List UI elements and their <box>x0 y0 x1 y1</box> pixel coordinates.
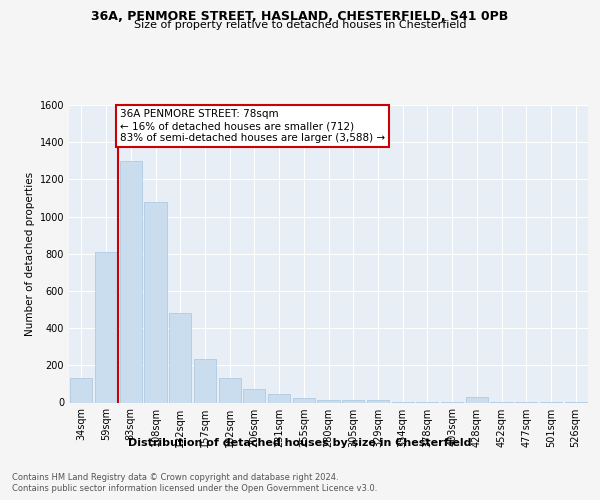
Y-axis label: Number of detached properties: Number of detached properties <box>25 172 35 336</box>
Bar <box>119 161 142 402</box>
Bar <box>317 400 340 402</box>
Bar <box>268 394 290 402</box>
Bar <box>218 378 241 402</box>
Bar <box>145 202 167 402</box>
Bar <box>466 397 488 402</box>
Bar <box>169 313 191 402</box>
Text: 36A, PENMORE STREET, HASLAND, CHESTERFIELD, S41 0PB: 36A, PENMORE STREET, HASLAND, CHESTERFIE… <box>91 10 509 23</box>
Bar <box>95 252 117 402</box>
Text: Size of property relative to detached houses in Chesterfield: Size of property relative to detached ho… <box>134 20 466 30</box>
Bar <box>194 359 216 403</box>
Text: 36A PENMORE STREET: 78sqm
← 16% of detached houses are smaller (712)
83% of semi: 36A PENMORE STREET: 78sqm ← 16% of detac… <box>120 110 385 142</box>
Text: Distribution of detached houses by size in Chesterfield: Distribution of detached houses by size … <box>128 438 472 448</box>
Bar <box>342 400 364 402</box>
Bar <box>293 398 315 402</box>
Bar <box>367 400 389 402</box>
Text: Contains HM Land Registry data © Crown copyright and database right 2024.: Contains HM Land Registry data © Crown c… <box>12 472 338 482</box>
Text: Contains public sector information licensed under the Open Government Licence v3: Contains public sector information licen… <box>12 484 377 493</box>
Bar <box>70 378 92 402</box>
Bar <box>243 390 265 402</box>
